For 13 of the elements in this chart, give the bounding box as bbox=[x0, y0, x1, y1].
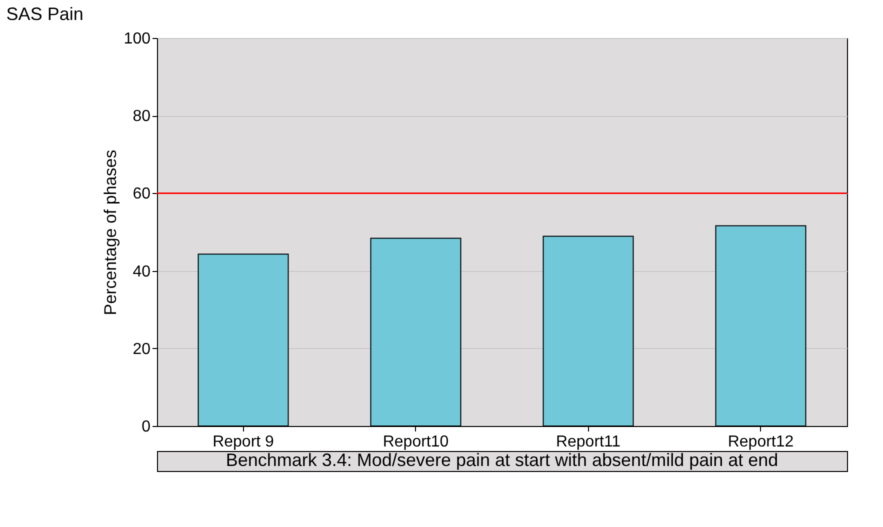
text: Benchmark 3.4: Mod/severe pain at start with absent/mild pain at end bbox=[226, 450, 778, 470]
y-tick-label: 0 bbox=[142, 418, 151, 436]
x-tick-label: Report 9 bbox=[212, 434, 274, 450]
x-tick-label: Report12 bbox=[728, 434, 794, 450]
y-axis-title: Percentage of phases bbox=[100, 150, 120, 316]
chart-title: SAS Pain bbox=[6, 4, 84, 24]
x-tick-label: Report10 bbox=[382, 434, 449, 450]
y-tick-label: 20 bbox=[132, 340, 151, 358]
y-tick-label: 80 bbox=[132, 108, 151, 126]
y-tick-label: 60 bbox=[132, 186, 151, 203]
y-tick-label: 100 bbox=[124, 30, 151, 48]
y-tick-label: 40 bbox=[132, 263, 151, 280]
x-tick-label: Report11 bbox=[556, 434, 621, 450]
